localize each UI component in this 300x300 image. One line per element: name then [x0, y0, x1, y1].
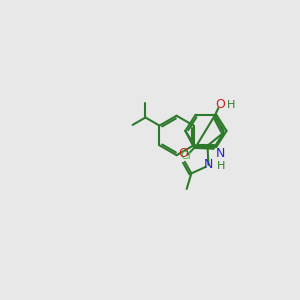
Text: H: H — [217, 161, 226, 171]
Text: Cl: Cl — [181, 152, 191, 161]
Text: H: H — [227, 100, 236, 110]
Text: O: O — [215, 98, 225, 111]
Text: N: N — [215, 147, 225, 160]
Text: O: O — [178, 147, 188, 161]
Text: N: N — [204, 158, 213, 171]
